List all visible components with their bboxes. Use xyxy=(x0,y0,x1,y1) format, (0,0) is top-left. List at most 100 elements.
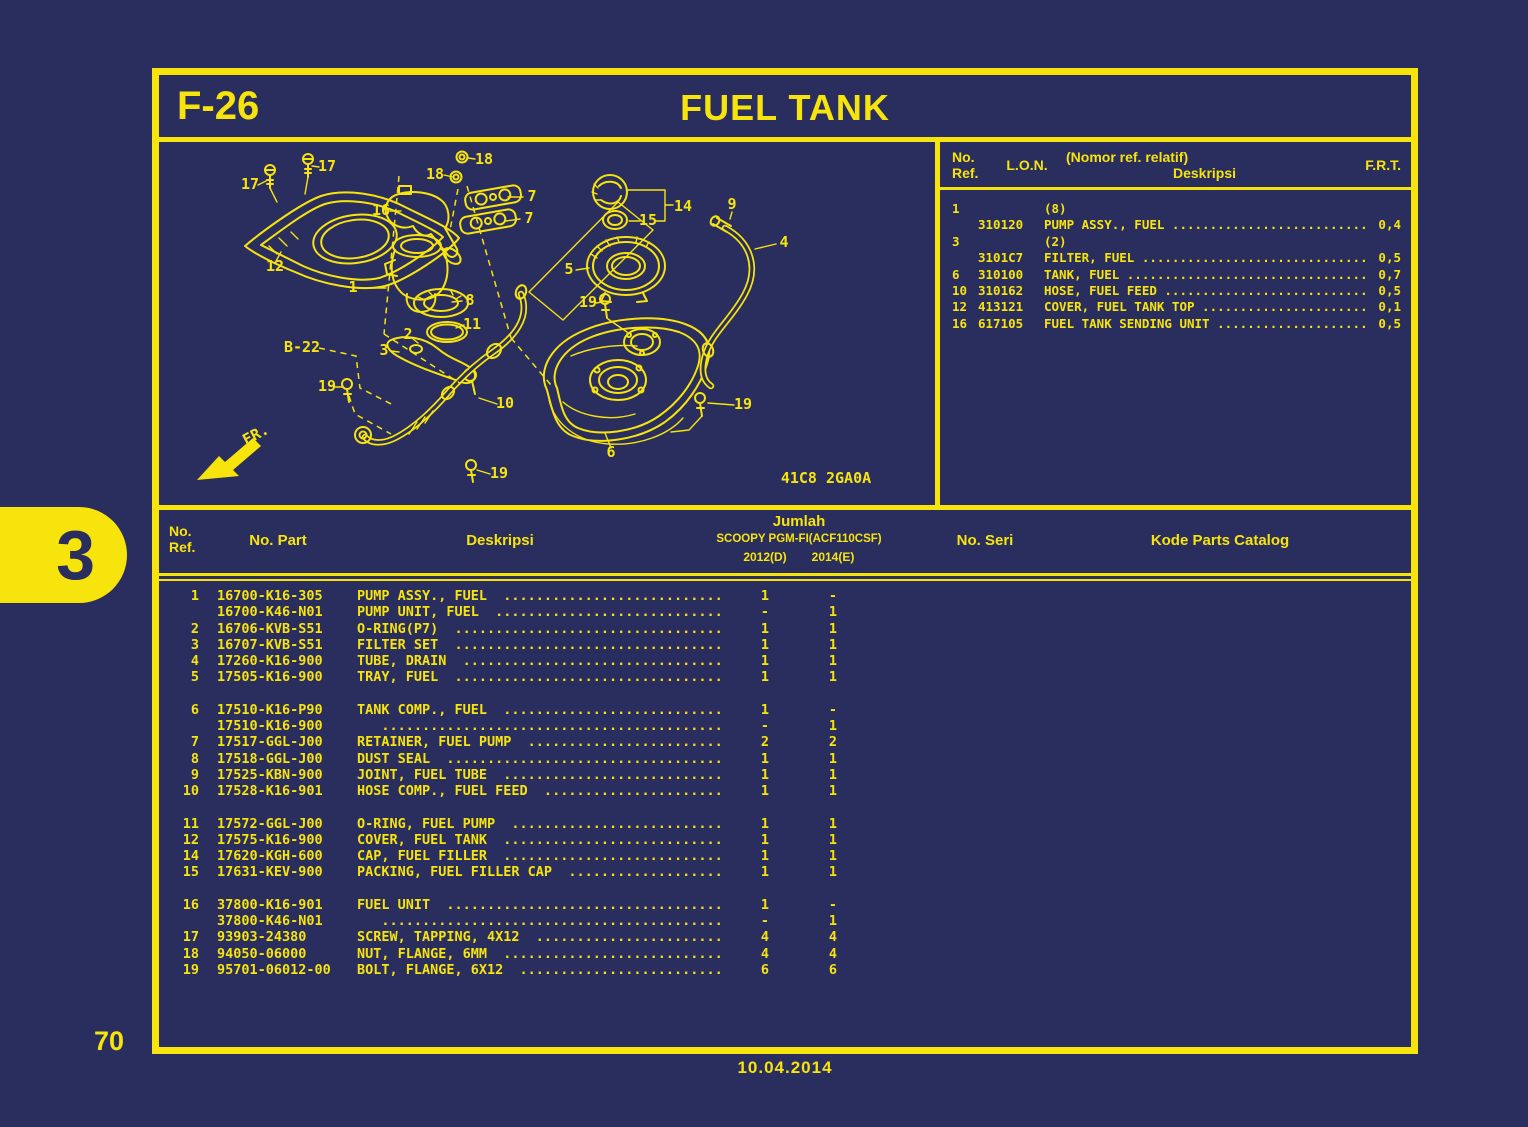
diagram-part-label: 19 xyxy=(318,377,336,395)
table-row: 18 94050-06000 NUT, FLANGE, 6MM ..........… xyxy=(182,945,838,962)
parts-group: 11 17572-GGL-J00 O-RING, FUEL PUMP .......… xyxy=(159,816,1411,881)
table-row: 4 17260-K16-900 TUBE, DRAIN ..............… xyxy=(190,653,838,670)
table-row: 7 17517-GGL-J00 RETAINER, FUEL PUMP ......… xyxy=(190,734,838,751)
col-header-deskripsi: Deskripsi xyxy=(466,532,534,549)
reference-row: 6 310100 TANK, FUEL ......................… xyxy=(952,266,1401,282)
reference-table: No. Ref. L.O.N. (Nomor ref. relatif) Des… xyxy=(940,142,1411,505)
diagram-part-label: 11 xyxy=(463,315,481,333)
table-row: 11 17572-GGL-J00 O-RING, FUEL PUMP .......… xyxy=(182,815,838,832)
table-row: 15 17631-KEV-900 PACKING, FUEL FILLER CAP … xyxy=(182,864,838,881)
table-row: 17 93903-24380 SCREW, TAPPING, 4X12 ......… xyxy=(182,929,838,946)
diagram-part-label: 2 xyxy=(403,325,412,343)
table-row: 6 17510-K16-P90 TANK COMP., FUEL .........… xyxy=(190,701,838,718)
col-header-2014: 2014(E) xyxy=(811,550,855,564)
diagram-part-label: 1 xyxy=(348,278,357,296)
diagram-part-label: 41C8 2GA0A xyxy=(781,469,871,487)
tube-drain xyxy=(699,215,756,390)
parts-group: 1 16700-K16-305 PUMP ASSY., FUEL .........… xyxy=(159,588,1411,686)
leader-lines xyxy=(257,157,777,475)
table-row: 10 17528-K16-901 HOSE COMP., FUEL FEED ...… xyxy=(182,783,838,800)
diagram-part-label: 17 xyxy=(241,175,259,193)
diagram-part-label: 7 xyxy=(527,187,536,205)
diagram-part-label: 10 xyxy=(496,394,514,412)
table-row: 9 17525-KBN-900 JOINT, FUEL TUBE .........… xyxy=(190,766,838,783)
section-tab: 3 xyxy=(0,507,127,603)
main-frame: F-26 FUEL TANK xyxy=(152,68,1418,1054)
parts-group: 6 17510-K16-P90 TANK COMP., FUEL .........… xyxy=(159,702,1411,800)
diagram-part-label: 6 xyxy=(606,443,615,461)
reference-row: 3 (2) xyxy=(952,233,1067,249)
assembly-dashed-lines xyxy=(318,175,552,435)
diagram-part-label: 3 xyxy=(379,341,388,359)
col-header-kode-parts: Kode Parts Catalog xyxy=(1150,532,1290,549)
table-row: 12 17575-K16-900 COVER, FUEL TANK ........… xyxy=(182,831,838,848)
col-header-years: 2012(D) 2014(E) xyxy=(699,550,899,566)
hose-fuel-feed xyxy=(354,284,528,446)
print-date: 10.04.2014 xyxy=(737,1058,833,1077)
parts-table-header: No. Ref. No. Part Deskripsi Jumlah SCOOP… xyxy=(159,510,1411,576)
page-title: FUEL TANK xyxy=(680,87,890,128)
col-header-jumlah: Jumlah SCOOPY PGM-FI(ACF110CSF) 2012(D) … xyxy=(699,513,899,566)
diagram-part-label: 14 xyxy=(674,197,692,215)
section-tab-number: 3 xyxy=(56,516,95,594)
diagram-part-label: 5 xyxy=(564,260,573,278)
tray-fuel xyxy=(586,236,666,303)
diagram-part-label: 19 xyxy=(579,293,597,311)
fuel-sending-unit xyxy=(384,185,462,265)
col-header-no-seri: No. Seri xyxy=(956,532,1014,549)
diagram-part-label: 12 xyxy=(266,257,284,275)
table-row: 2 16706-KVB-S51 O-RING(P7) ...............… xyxy=(190,620,838,637)
table-row: 16700-K46-N01 PUMP UNIT, FUEL ...........… xyxy=(217,604,838,621)
diagram-part-label: 7 xyxy=(524,209,533,227)
col-header-2012: 2012(D) xyxy=(743,550,787,564)
col-header-deskripsi: (Nomor ref. relatif) Deskripsi xyxy=(1060,149,1349,181)
bolt-19 xyxy=(341,293,706,483)
reference-table-rows: 1 (8) 310120 PUMP ASSY., FUEL .............… xyxy=(940,190,1411,332)
table-row: 3 16707-KVB-S51 FILTER SET ...............… xyxy=(190,636,838,653)
col-header-no-ref: No. Ref. xyxy=(952,149,979,181)
diagram-part-label: 15 xyxy=(639,211,657,229)
reference-row: 3101C7 FILTER, FUEL .....................… xyxy=(978,250,1401,266)
reference-row: 1 (8) xyxy=(952,201,1067,216)
diagram-part-label: 18 xyxy=(475,150,493,168)
col-header-no-ref: No. Ref. xyxy=(169,523,196,555)
table-row: 37800-K46-N01 ..........................… xyxy=(217,913,838,930)
table-row: 5 17505-K16-900 TRAY, FUEL ...............… xyxy=(190,669,838,686)
figure-code: F-26 xyxy=(177,84,260,128)
table-row: 17510-K16-900 ..........................… xyxy=(217,718,838,735)
table-row: 14 17620-KGH-600 CAP, FUEL FILLER ........… xyxy=(182,848,838,865)
page-number: 70 xyxy=(94,1026,125,1056)
col-header-model: SCOOPY PGM-FI(ACF110CSF) xyxy=(716,533,882,545)
parts-table-body: 1 16700-K16-305 PUMP ASSY., FUEL .........… xyxy=(159,579,1411,1045)
diagram-part-label: 19 xyxy=(734,395,752,413)
reference-row: 310120 PUMP ASSY., FUEL .................… xyxy=(978,217,1401,233)
col-header-frt: F.R.T. xyxy=(1365,157,1401,173)
divider-horizontal xyxy=(159,505,1411,510)
parts-group: 16 37800-K16-901 FUEL UNIT ...............… xyxy=(159,897,1411,978)
reference-panel xyxy=(528,201,654,321)
diagram-part-label: 17 xyxy=(318,157,336,175)
cap-fuel-filler xyxy=(591,174,628,230)
col-header-no-part: No. Part xyxy=(249,532,307,549)
divider-vertical xyxy=(935,142,940,505)
bolt-17 xyxy=(264,153,314,203)
fuel-tank xyxy=(542,317,711,445)
fr-direction-arrow xyxy=(197,438,261,480)
diagram-part-label: 16 xyxy=(372,201,390,219)
title-bar: F-26 FUEL TANK xyxy=(159,75,1411,142)
nut-18 xyxy=(449,150,469,184)
reference-table-header: No. Ref. L.O.N. (Nomor ref. relatif) Des… xyxy=(940,142,1411,190)
reference-row: 10 310162 HOSE, FUEL FEED ................… xyxy=(952,283,1401,299)
reference-row: 16 617105 FUEL TANK SENDING UNIT .........… xyxy=(952,315,1401,331)
table-row: 1 16700-K16-305 PUMP ASSY., FUEL .........… xyxy=(190,588,838,604)
table-row: 19 95701-06012-00 BOLT, FLANGE, 6X12 .....… xyxy=(182,961,838,978)
diagram-part-label: FR. xyxy=(239,420,271,449)
fuel-pump-assembly xyxy=(384,234,449,313)
table-row: 16 37800-K16-901 FUEL UNIT ...............… xyxy=(182,896,838,913)
retainer-fuel-pump xyxy=(459,184,523,235)
reference-row: 12 413121 COVER, FUEL TANK TOP ...........… xyxy=(952,299,1401,315)
dust-seal xyxy=(413,288,469,318)
